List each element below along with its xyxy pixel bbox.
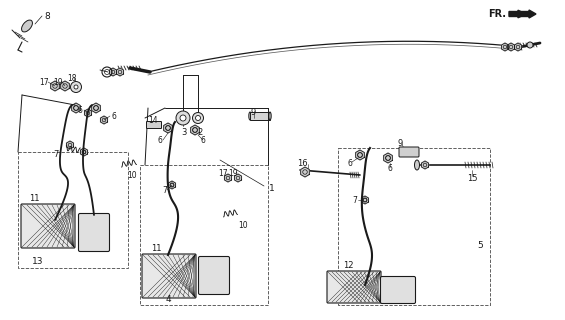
Polygon shape [101, 116, 107, 124]
Ellipse shape [415, 160, 419, 170]
Text: 11: 11 [29, 194, 39, 203]
Polygon shape [110, 68, 116, 76]
Text: 6: 6 [347, 158, 353, 167]
Polygon shape [60, 81, 69, 91]
FancyBboxPatch shape [399, 147, 419, 157]
Text: 1: 1 [269, 183, 275, 193]
Text: 7: 7 [353, 196, 358, 204]
FancyBboxPatch shape [142, 254, 196, 298]
Polygon shape [92, 103, 101, 113]
Text: 4: 4 [165, 295, 171, 305]
Polygon shape [85, 109, 92, 117]
Text: 17: 17 [39, 77, 49, 86]
Circle shape [74, 85, 78, 89]
Circle shape [180, 115, 186, 121]
Polygon shape [116, 68, 124, 76]
Text: 7: 7 [163, 186, 167, 195]
Polygon shape [164, 123, 172, 133]
Ellipse shape [21, 20, 32, 32]
Polygon shape [421, 161, 428, 169]
Text: 11: 11 [151, 244, 161, 252]
Polygon shape [190, 125, 199, 135]
Circle shape [176, 111, 190, 125]
Polygon shape [234, 174, 241, 182]
Bar [250, 112, 270, 120]
Text: 16: 16 [297, 158, 307, 167]
Circle shape [527, 42, 533, 48]
Polygon shape [362, 196, 368, 204]
FancyArrow shape [509, 10, 536, 18]
Polygon shape [224, 174, 232, 182]
Text: 18: 18 [67, 74, 77, 83]
Text: 14: 14 [148, 116, 158, 124]
Text: 12: 12 [343, 260, 353, 269]
Text: 9: 9 [397, 139, 403, 148]
Polygon shape [502, 43, 509, 51]
Polygon shape [301, 167, 309, 177]
Ellipse shape [269, 112, 271, 120]
Text: 10: 10 [127, 171, 137, 180]
Text: 6: 6 [158, 135, 163, 145]
Text: FR.: FR. [488, 9, 506, 19]
FancyBboxPatch shape [380, 276, 415, 303]
Text: 15: 15 [467, 173, 477, 182]
FancyBboxPatch shape [198, 257, 229, 294]
Text: 19: 19 [228, 169, 238, 178]
Text: 6: 6 [77, 106, 82, 115]
Polygon shape [72, 103, 80, 113]
Text: 5: 5 [477, 241, 483, 250]
Text: 2: 2 [197, 127, 203, 137]
Polygon shape [168, 181, 176, 189]
Text: 19: 19 [53, 77, 63, 86]
FancyBboxPatch shape [21, 204, 75, 248]
Circle shape [195, 116, 201, 121]
Circle shape [193, 113, 203, 124]
Polygon shape [51, 81, 59, 91]
Text: 6: 6 [388, 164, 393, 172]
Text: 17: 17 [218, 169, 228, 178]
Text: 7: 7 [53, 149, 59, 158]
Text: 6: 6 [111, 111, 116, 121]
Polygon shape [515, 43, 521, 51]
FancyBboxPatch shape [79, 213, 110, 252]
Polygon shape [384, 153, 392, 163]
Text: 3: 3 [181, 127, 186, 137]
FancyBboxPatch shape [146, 122, 162, 129]
Text: 8: 8 [44, 12, 50, 20]
Polygon shape [81, 148, 88, 156]
Polygon shape [507, 43, 515, 51]
Polygon shape [356, 150, 364, 160]
Ellipse shape [249, 112, 251, 120]
Text: 9: 9 [250, 108, 255, 116]
Polygon shape [67, 141, 73, 149]
Circle shape [71, 82, 81, 92]
Text: 6: 6 [201, 135, 206, 145]
FancyBboxPatch shape [327, 271, 381, 303]
Text: 10: 10 [238, 220, 248, 229]
Text: 13: 13 [32, 258, 44, 267]
